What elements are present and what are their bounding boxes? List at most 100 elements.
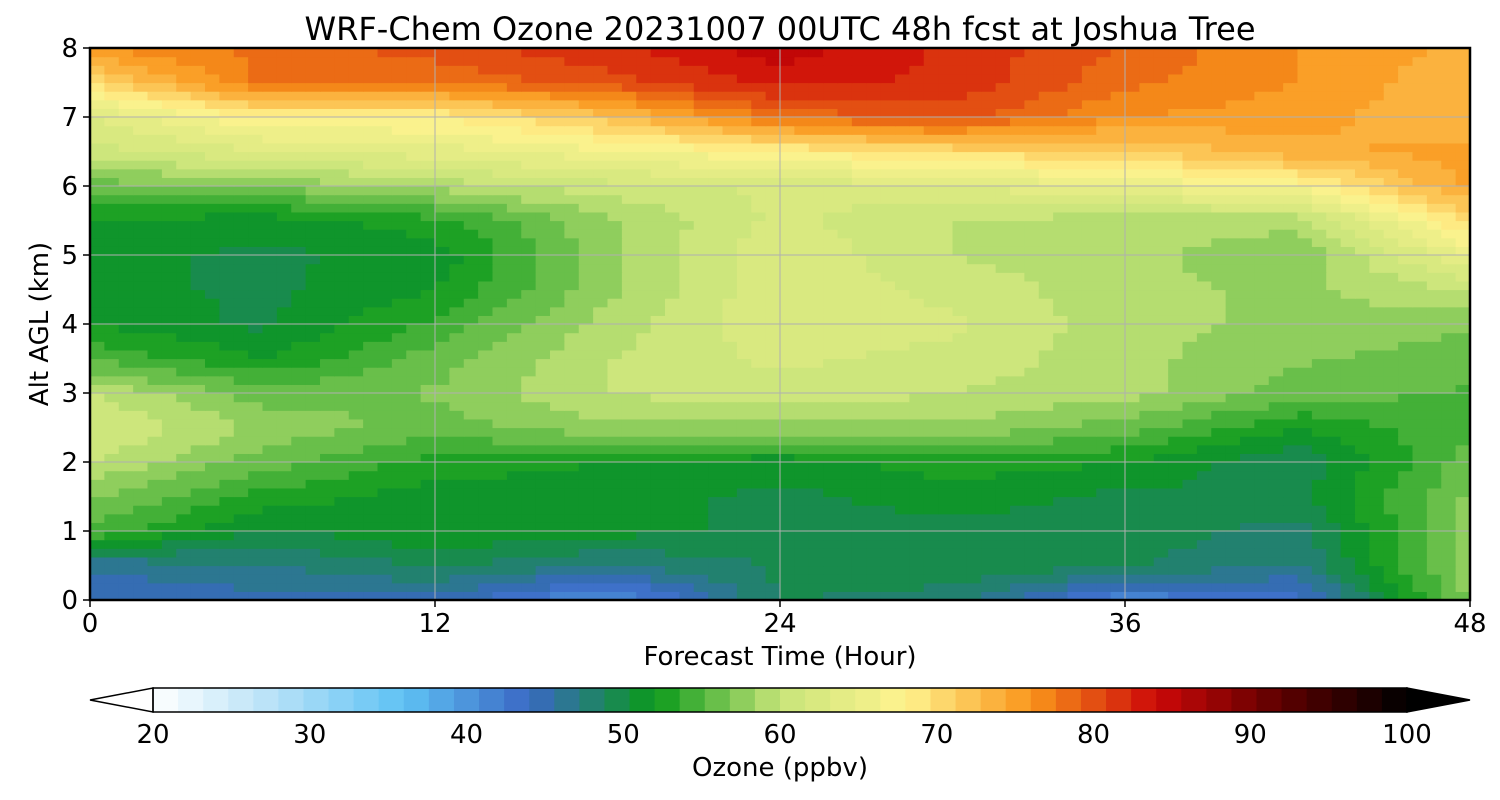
field-cell (521, 393, 537, 403)
field-cell (1311, 211, 1327, 222)
field-cell (708, 470, 724, 480)
field-cell (334, 375, 350, 385)
field-cell (449, 393, 465, 403)
field-cell (895, 418, 910, 429)
field-cell (1067, 255, 1083, 265)
field-cell (104, 246, 120, 256)
field-cell (1412, 496, 1428, 506)
field-cell (1067, 237, 1083, 247)
field-cell (780, 177, 795, 187)
field-cell (966, 263, 982, 273)
field-cell (1340, 341, 1356, 351)
field-cell (1010, 436, 1025, 446)
field-cell (1153, 289, 1169, 299)
field-cell (1067, 453, 1083, 463)
field-cell (751, 410, 767, 420)
field-cell (1240, 367, 1255, 377)
field-cell (1412, 574, 1428, 584)
field-cell (780, 211, 795, 222)
field-cell (133, 574, 149, 584)
field-cell (837, 479, 853, 489)
field-cell (521, 401, 537, 411)
field-cell (895, 436, 910, 446)
field-cell (995, 401, 1011, 411)
field-cell (952, 246, 968, 256)
field-cell (1240, 186, 1255, 196)
field-cell (291, 168, 307, 178)
field-cell (420, 453, 436, 463)
field-cell (478, 211, 494, 222)
field-cell (133, 211, 149, 222)
field-cell (435, 194, 450, 204)
field-cell (751, 487, 767, 498)
field-cell (1225, 487, 1241, 498)
field-cell (176, 444, 192, 454)
field-cell (981, 272, 997, 282)
field-cell (492, 436, 508, 446)
field-cell (1369, 556, 1385, 567)
field-cell (1455, 505, 1471, 515)
field-cell (1096, 229, 1112, 239)
field-cell (535, 203, 551, 213)
field-cell (420, 513, 436, 523)
field-cell (1139, 151, 1155, 161)
field-cell (1110, 505, 1126, 515)
field-cell (133, 367, 149, 377)
field-cell (320, 384, 335, 394)
field-cell (348, 384, 364, 394)
field-cell (334, 462, 350, 472)
field-cell (1139, 582, 1155, 592)
field-cell (578, 548, 594, 558)
field-cell (578, 280, 594, 291)
field-cell (1096, 522, 1112, 532)
field-cell (1225, 177, 1241, 187)
field-cell (751, 306, 767, 316)
field-cell (593, 496, 609, 506)
field-cell (1383, 263, 1399, 273)
field-cell (478, 582, 494, 592)
field-cell (262, 263, 278, 273)
field-cell (1010, 393, 1025, 403)
field-cell (665, 556, 680, 567)
field-cell (104, 237, 120, 247)
field-cell (1010, 470, 1025, 480)
field-cell (1196, 393, 1212, 403)
field-cell (147, 203, 163, 213)
field-cell (1326, 591, 1342, 601)
field-cell (334, 349, 350, 360)
field-cell (133, 306, 149, 316)
field-cell (923, 306, 939, 316)
field-cell (377, 479, 393, 489)
field-cell (190, 401, 206, 411)
field-cell (995, 367, 1011, 377)
field-cell (621, 324, 637, 334)
field-cell (736, 574, 752, 584)
field-cell (176, 556, 192, 567)
field-cell (966, 531, 982, 541)
field-cell (305, 393, 321, 403)
field-cell (851, 186, 867, 196)
field-cell (377, 229, 393, 239)
field-cell (736, 263, 752, 273)
field-cell (693, 410, 709, 420)
field-cell (1053, 160, 1069, 170)
field-cell (161, 393, 177, 403)
field-cell (665, 194, 680, 204)
field-cell (952, 315, 968, 325)
field-cell (1038, 565, 1054, 575)
field-cell (1081, 418, 1097, 429)
field-cell (104, 539, 120, 549)
field-cell (607, 375, 623, 385)
field-cell (205, 462, 220, 472)
field-cell (521, 418, 537, 429)
field-cell (262, 203, 278, 213)
field-cell (578, 272, 594, 282)
field-cell (506, 341, 522, 351)
field-cell (377, 522, 393, 532)
field-cell (1081, 358, 1097, 368)
field-cell (1053, 591, 1069, 601)
field-cell (1441, 263, 1457, 273)
field-cell (1125, 548, 1140, 558)
field-cell (1081, 237, 1097, 247)
field-cell (593, 237, 609, 247)
